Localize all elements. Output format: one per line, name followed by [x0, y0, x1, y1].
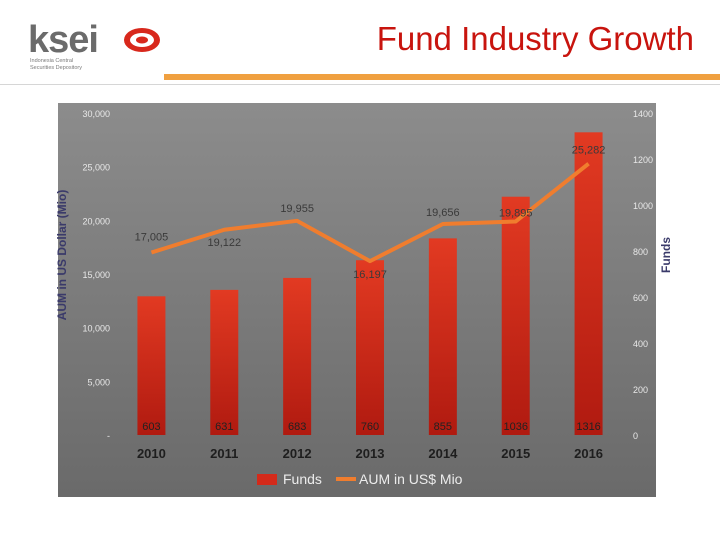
category-label: 2011	[210, 446, 238, 461]
left-axis-tick: 30,000	[82, 109, 110, 119]
right-axis-tick: 400	[633, 339, 648, 349]
legend-label-aum: AUM in US$ Mio	[359, 471, 463, 487]
left-axis-tick: 15,000	[82, 270, 110, 280]
bar-2010	[137, 296, 166, 435]
bar-value-label: 631	[215, 421, 233, 433]
bar-2014	[428, 238, 457, 435]
logo-text: ksei	[28, 19, 99, 61]
bar-2011	[210, 289, 239, 435]
logo-ring-icon	[124, 28, 160, 52]
line-value-label: 19,955	[280, 203, 314, 215]
right-axis-tick: 1200	[633, 155, 653, 165]
left-axis-tick: 5,000	[87, 377, 110, 387]
bar-value-label: 1316	[576, 421, 600, 433]
left-axis-tick: -	[107, 431, 110, 441]
logo-subtitle: Indonesia Central Securities Depository	[30, 58, 82, 71]
left-axis-tick: 20,000	[82, 216, 110, 226]
line-value-label: 17,005	[135, 231, 169, 243]
category-label: 2016	[574, 446, 603, 461]
aum-line	[150, 162, 590, 264]
line-value-label: 19,122	[207, 237, 241, 249]
right-axis-tick: 600	[633, 293, 648, 303]
legend-label-funds: Funds	[283, 471, 322, 487]
right-axis-tick: 1000	[633, 201, 653, 211]
page-title: Fund Industry Growth	[376, 20, 694, 57]
category-label: 2015	[501, 446, 530, 461]
left-axis-tick: 10,000	[82, 324, 110, 334]
line-value-label: 19,656	[426, 207, 460, 219]
header-divider	[0, 84, 720, 85]
bar-value-label: 855	[434, 421, 452, 433]
ksei-logo: ksei Indonesia Central Securities Deposi…	[28, 18, 168, 78]
bar-2013	[356, 260, 384, 435]
category-label: 2010	[137, 446, 166, 461]
line-value-label: 19,895	[499, 207, 533, 219]
category-label: 2013	[356, 446, 385, 461]
right-axis-title-text: Funds	[659, 237, 673, 273]
right-axis-tick: 0	[633, 431, 638, 441]
category-label: 2014	[428, 446, 458, 461]
header: ksei Indonesia Central Securities Deposi…	[0, 0, 720, 85]
bar-value-label: 1036	[503, 421, 527, 433]
line-value-label: 25,282	[572, 145, 606, 157]
bar-2012	[283, 277, 312, 435]
right-axis-title: Funds	[659, 237, 673, 273]
accent-bar	[164, 74, 720, 80]
left-axis-title: AUM in US Dollar (Mio)	[55, 190, 69, 321]
right-axis-tick: 800	[633, 247, 648, 257]
bar-value-label: 760	[361, 421, 379, 433]
right-axis-tick: 200	[633, 385, 648, 395]
bar-value-label: 603	[142, 421, 160, 433]
bar-2015	[501, 196, 530, 435]
legend-swatch-funds	[257, 474, 277, 485]
left-axis-title-text: AUM in US Dollar (Mio)	[55, 190, 69, 321]
bar-2016	[574, 132, 603, 435]
right-axis-tick: 1400	[633, 109, 653, 119]
category-label: 2012	[283, 446, 312, 461]
left-axis-tick: 25,000	[82, 163, 110, 173]
bar-value-label: 683	[288, 421, 306, 433]
line-value-label: 16,197	[353, 269, 387, 281]
